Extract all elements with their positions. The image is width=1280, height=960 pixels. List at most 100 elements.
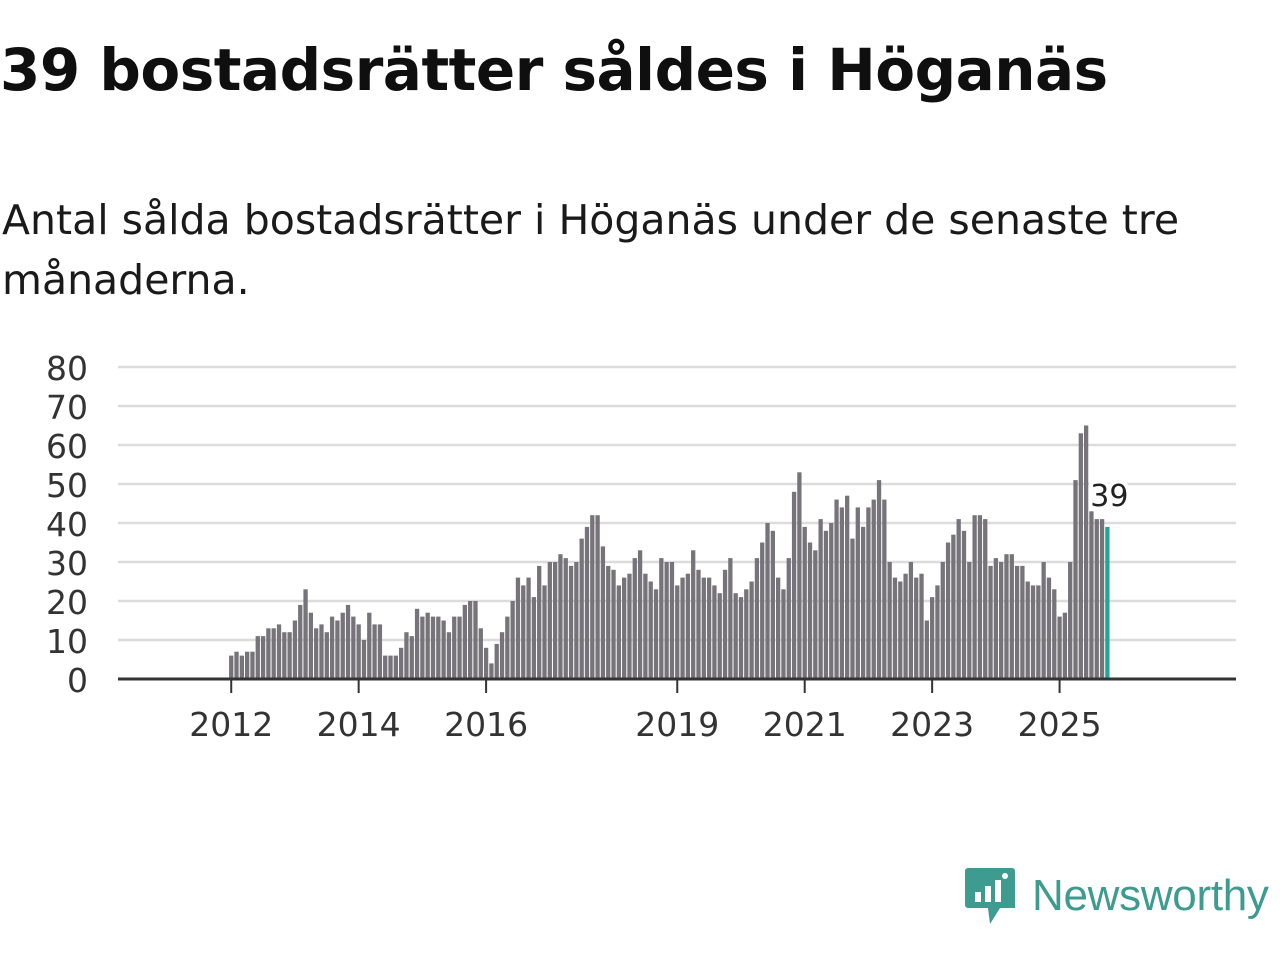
bar — [1025, 581, 1030, 679]
bar — [685, 573, 691, 679]
bar — [1068, 562, 1073, 679]
bar — [866, 507, 871, 679]
x-tick-label: 2014 — [317, 705, 401, 744]
bar — [961, 530, 967, 679]
bar — [945, 542, 951, 679]
bar — [563, 558, 568, 679]
bar — [473, 601, 478, 679]
bar — [367, 612, 372, 679]
bar — [717, 593, 722, 679]
chart-subtitle: Antal sålda bostadsrätter i Höganäs unde… — [2, 196, 1180, 304]
bar — [526, 577, 531, 679]
bar — [1030, 585, 1036, 679]
brand-name: Newsworthy — [1032, 871, 1269, 920]
bar — [882, 499, 887, 679]
bar — [606, 565, 611, 679]
bar — [988, 565, 993, 679]
y-tick-label: 20 — [46, 583, 88, 622]
bar — [303, 589, 308, 679]
bar — [1052, 589, 1057, 679]
bar — [404, 632, 409, 679]
bar — [420, 616, 425, 679]
bar — [664, 562, 669, 679]
bar — [1004, 554, 1009, 679]
bar — [547, 562, 552, 679]
bar — [993, 558, 999, 679]
bar — [521, 585, 526, 679]
page-title: 39 bostadsrätter såldes i Höganäs — [0, 36, 1108, 104]
bar — [436, 616, 441, 679]
bar — [260, 636, 266, 679]
y-tick-label: 50 — [46, 466, 88, 505]
x-tick-label: 2012 — [189, 705, 273, 744]
bar — [1089, 511, 1094, 679]
bar — [813, 550, 818, 679]
x-tick-label: 2025 — [1018, 705, 1102, 744]
bar — [441, 620, 446, 679]
bar — [489, 663, 494, 679]
bar — [834, 499, 839, 679]
bar — [1057, 616, 1062, 679]
bar — [282, 632, 287, 679]
x-tick-label: 2021 — [763, 705, 847, 744]
x-tick-label: 2016 — [444, 705, 528, 744]
bar — [250, 651, 255, 679]
bar — [643, 573, 648, 679]
bar — [850, 538, 855, 679]
bar — [457, 616, 462, 679]
bar — [1062, 612, 1068, 679]
bar — [298, 604, 303, 679]
bar — [430, 616, 436, 679]
bar — [292, 620, 298, 679]
bar — [1009, 554, 1014, 679]
bar — [972, 515, 977, 679]
bar — [361, 640, 367, 679]
bar — [637, 550, 643, 679]
x-tick-label: 2019 — [635, 705, 719, 744]
bar — [903, 573, 908, 679]
bar — [329, 616, 335, 679]
bar — [999, 562, 1004, 679]
bar — [616, 585, 621, 679]
bar — [770, 530, 775, 679]
bar — [1073, 480, 1078, 679]
y-tick-label: 70 — [46, 388, 88, 427]
bar — [600, 546, 606, 679]
bar — [791, 491, 797, 679]
bar — [956, 519, 961, 679]
bar — [409, 636, 414, 679]
bar — [627, 573, 632, 679]
bar — [595, 515, 600, 679]
y-tick-label: 0 — [67, 661, 88, 700]
bar — [255, 636, 260, 679]
bar — [977, 515, 983, 679]
bar — [287, 632, 292, 679]
newsworthy-logo[interactable]: Newsworthy — [964, 866, 1269, 926]
bar — [314, 628, 319, 679]
bar — [1036, 585, 1041, 679]
bar — [1083, 425, 1089, 679]
bar — [776, 577, 781, 679]
bar — [696, 569, 701, 679]
bar — [335, 620, 340, 679]
bar — [1014, 565, 1020, 679]
x-tick-label: 2023 — [890, 705, 974, 744]
bar — [887, 562, 892, 679]
bar — [245, 651, 250, 679]
bar — [1020, 565, 1025, 679]
bar — [483, 647, 489, 679]
bar — [738, 597, 744, 679]
bar — [691, 550, 696, 679]
bar — [929, 597, 935, 679]
bar — [276, 624, 282, 679]
bar — [537, 565, 542, 679]
bar — [754, 558, 760, 679]
bar — [308, 612, 314, 679]
bar — [356, 624, 361, 679]
bar — [807, 542, 813, 679]
bar — [823, 530, 829, 679]
bar — [393, 655, 398, 679]
bar — [574, 562, 579, 679]
bar — [319, 624, 324, 679]
